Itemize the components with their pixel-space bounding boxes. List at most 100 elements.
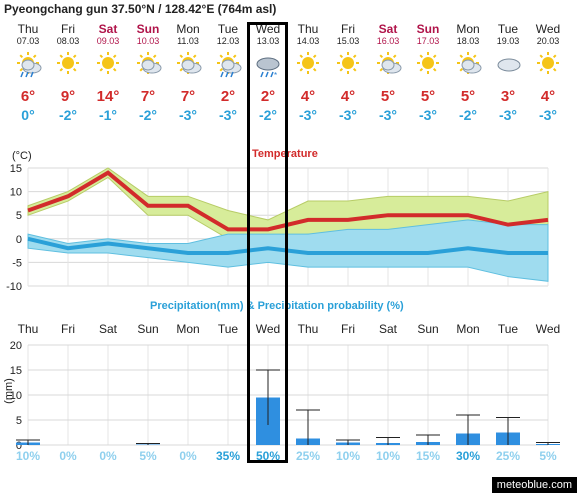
day-column: Thu 07.03 6° 0° — [8, 22, 48, 123]
y-tick-label: 5 — [16, 415, 22, 427]
day-date: 07.03 — [16, 36, 40, 46]
probability-label: 10% — [336, 449, 360, 463]
day-label: Mon — [456, 322, 479, 336]
temperature-unit: (°C) — [12, 150, 32, 162]
y-tick-label: -5 — [12, 257, 22, 269]
probability-label: 10% — [16, 449, 40, 463]
y-tick-label: 0 — [16, 440, 22, 452]
day-name: Sat — [378, 22, 398, 36]
precipitation-chart: Thu Fri Sat Sun Mon Tue Wed Thu Fri Sat Sun Mon Tue W… — [10, 322, 560, 463]
y-tick-label: 0 — [16, 234, 22, 246]
day-column: Sat 16.03 5° -3° — [368, 22, 408, 123]
probability-label: 35% — [216, 449, 240, 463]
max-temperature: 5° — [420, 88, 436, 105]
location-title: Pyeongchang gun 37.50°N / 128.42°E (764m… — [4, 2, 277, 16]
day-name: Thu — [297, 22, 319, 36]
day-date: 09.03 — [96, 36, 120, 46]
min-temperature: -3° — [538, 107, 558, 123]
day-date: 19.03 — [496, 36, 520, 46]
day-name: Tue — [497, 22, 519, 36]
max-temperature: 14° — [96, 88, 120, 105]
max-temperature: 4° — [300, 88, 316, 105]
min-temperature: 0° — [21, 107, 35, 123]
sun-icon — [528, 46, 568, 88]
day-label: Sat — [99, 322, 118, 336]
day-label: Mon — [176, 322, 199, 336]
sun-icon — [48, 46, 88, 88]
sun-cloud-icon — [448, 46, 488, 88]
day-date: 15.03 — [336, 36, 360, 46]
min-temperature: -2° — [258, 107, 278, 123]
max-temperature: 5° — [460, 88, 476, 105]
probability-label: 5% — [539, 449, 557, 463]
min-temperature: -3° — [378, 107, 398, 123]
day-name: Wed — [255, 22, 281, 36]
day-name: Fri — [61, 22, 75, 36]
y-tick-label: 15 — [10, 163, 22, 175]
y-tick-label: 10 — [10, 390, 22, 402]
day-label: Thu — [18, 322, 39, 336]
day-column: Sun 10.03 7° -2° — [128, 22, 168, 123]
day-date: 14.03 — [296, 36, 320, 46]
probability-label: 50% — [256, 449, 280, 463]
min-temperature: -3° — [338, 107, 358, 123]
max-temperature: 7° — [140, 88, 156, 105]
sun-icon — [408, 46, 448, 88]
day-name: Tue — [217, 22, 239, 36]
day-date: 12.03 — [216, 36, 240, 46]
probability-label: 25% — [296, 449, 320, 463]
day-column: Mon 18.03 5° -2° — [448, 22, 488, 123]
y-tick-label: 15 — [10, 365, 22, 377]
day-column: Wed 20.03 4° -3° — [528, 22, 568, 123]
min-temperature: -2° — [58, 107, 78, 123]
day-name: Mon — [456, 22, 480, 36]
day-label: Tue — [498, 322, 519, 336]
day-name: Thu — [17, 22, 39, 36]
day-column: Sun 17.03 5° -3° — [408, 22, 448, 123]
day-date: 13.03 — [256, 36, 280, 46]
day-column: Wed 13.03 * 2° -2° — [248, 22, 288, 123]
temperature-title: Temperature — [252, 148, 318, 160]
probability-label: 0% — [59, 449, 77, 463]
sun-cloud-icon — [168, 46, 208, 88]
sun-cloud-icon — [128, 46, 168, 88]
day-column: Fri 15.03 4° -3° — [328, 22, 368, 123]
day-name: Wed — [535, 22, 561, 36]
selected-day-highlight — [247, 22, 288, 463]
day-column: Tue 19.03 3° -3° — [488, 22, 528, 123]
max-temperature: 2° — [260, 88, 276, 105]
y-tick-label: 20 — [10, 340, 22, 352]
probability-label: 15% — [416, 449, 440, 463]
cloud-rain-snow-icon: * — [248, 46, 288, 88]
day-date: 10.03 — [136, 36, 160, 46]
sun-cloud-icon — [368, 46, 408, 88]
min-temperature: -2° — [458, 107, 478, 123]
sun-icon — [328, 46, 368, 88]
sun-cloud-rain-icon — [208, 46, 248, 88]
day-date: 20.03 — [536, 36, 560, 46]
svg-text:*: * — [274, 71, 277, 80]
day-column: Mon 11.03 7° -3° — [168, 22, 208, 123]
max-temperature: 4° — [540, 88, 556, 105]
min-temperature: -1° — [98, 107, 118, 123]
day-column: Fri 08.03 9° -2° — [48, 22, 88, 123]
y-tick-label: 5 — [16, 210, 22, 222]
sun-icon — [88, 46, 128, 88]
max-temperature-line — [27, 170, 549, 232]
day-date: 11.03 — [177, 36, 199, 46]
max-temperature: 2° — [220, 88, 236, 105]
day-name: Sun — [416, 22, 440, 36]
day-column: Sat 09.03 14° -1° — [88, 22, 128, 123]
day-label: Thu — [298, 322, 319, 336]
min-temperature: -3° — [498, 107, 518, 123]
min-temperature: -3° — [218, 107, 238, 123]
day-name: Mon — [176, 22, 200, 36]
max-temperature: 4° — [340, 88, 356, 105]
max-temperature: 7° — [180, 88, 196, 105]
min-temperature: -3° — [298, 107, 318, 123]
probability-label: 30% — [456, 449, 480, 463]
probability-label: 10% — [376, 449, 400, 463]
temperature-chart: 15 10 5 0 -5 -10 — [6, 163, 549, 293]
day-name: Sat — [98, 22, 118, 36]
day-label: Sun — [417, 322, 438, 336]
